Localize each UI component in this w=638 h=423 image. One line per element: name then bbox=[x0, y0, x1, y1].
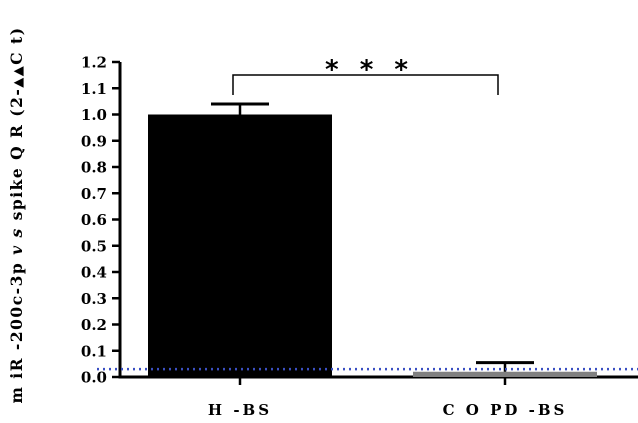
y-tick-label: 0.9 bbox=[81, 132, 107, 150]
y-axis-label-part-2: spike Q R (2- bbox=[7, 88, 26, 228]
y-tick-label: 1.2 bbox=[81, 54, 107, 72]
y-axis-label-part-1: m iR -200c-3p bbox=[7, 255, 26, 404]
svg-text:m iR -200c-3p v s spike Q R (2: m iR -200c-3p v s spike Q R (2-▲▲C t) bbox=[7, 26, 26, 403]
y-tick-label: 0.5 bbox=[81, 237, 107, 255]
significance-bracket bbox=[232, 74, 499, 95]
delta-delta-symbol: ▲▲ bbox=[11, 65, 26, 88]
y-tick-label: 0.6 bbox=[81, 211, 107, 229]
bar-1 bbox=[148, 114, 332, 377]
x-tick-label: H -BS bbox=[208, 401, 272, 419]
y-tick-label: 0.2 bbox=[81, 316, 107, 334]
y-tick-label: 0.7 bbox=[81, 185, 107, 203]
y-tick-label: 0.4 bbox=[81, 264, 107, 282]
x-tick-label: C O PD -BS bbox=[443, 401, 568, 419]
bar-2 bbox=[413, 371, 597, 377]
significance-label: * * * bbox=[325, 55, 414, 85]
y-tick-label: 0.1 bbox=[81, 342, 107, 360]
y-tick-label: 0.8 bbox=[81, 159, 107, 177]
y-tick-label: 1.1 bbox=[81, 80, 107, 98]
y-axis-label-part-3: C t) bbox=[7, 26, 26, 64]
y-axis-label: m iR -200c-3p v s spike Q R (2-▲▲C t) bbox=[7, 26, 26, 403]
y-axis-label-italic: v s bbox=[7, 227, 26, 255]
plot-area: 0.0 0.1 0.2 0.3 0.4 0.5 0.6 0.7 0.8 0.9 1.0 1.1 1.2 H… bbox=[81, 54, 638, 419]
y-tick-label: 0.0 bbox=[81, 369, 107, 387]
y-tick-label: 1.0 bbox=[81, 106, 107, 124]
y-tick-label: 0.3 bbox=[81, 290, 107, 308]
